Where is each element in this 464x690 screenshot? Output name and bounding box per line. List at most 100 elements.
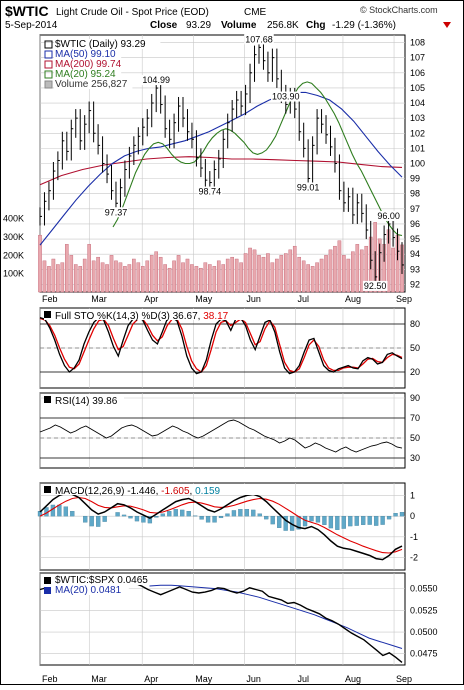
volume-bar (333, 246, 336, 292)
rsi-title-swatch (44, 396, 51, 403)
header-chg-label: Chg (306, 20, 325, 31)
y-tick-label: 0 (410, 511, 415, 521)
macd-histogram-bar (348, 516, 352, 526)
panels: 9293949596979899100101102103104105106107… (3, 34, 438, 684)
volume-bar (110, 255, 113, 292)
volume-bar (155, 252, 158, 292)
volume-bar (128, 265, 131, 293)
volume-tick-label: 100K (3, 269, 24, 279)
y-tick-label: 99 (410, 174, 420, 184)
header-close-label: Close (150, 20, 178, 31)
volume-bar (248, 248, 251, 292)
volume-bar (231, 257, 234, 292)
x-tick-label: Mar (91, 294, 107, 304)
volume-bar (293, 246, 296, 292)
volume-bar (83, 259, 86, 292)
macd-histogram-bar (322, 516, 326, 525)
y-tick-label: 30 (410, 453, 420, 463)
volume-bar (70, 255, 73, 292)
y-tick-label: -1 (410, 532, 418, 542)
macd-histogram-bar (206, 516, 210, 522)
volume-bar (222, 265, 225, 293)
x-tick-label: Apr (144, 294, 158, 304)
x-tick-label: Jul (298, 294, 310, 304)
price-annotation: 96.00 (377, 211, 400, 221)
header-chg-value: -1.29 (-1.36%) (332, 20, 396, 31)
rsi-title: RSI(14) 39.86 (55, 396, 118, 407)
x-tick-label: Sep (396, 294, 412, 304)
volume-bar (181, 263, 184, 292)
volume-tick-label: 200K (3, 250, 24, 260)
macd-histogram-bar (387, 516, 391, 519)
header-exchange: CME (244, 7, 267, 18)
macd-histogram-bar (238, 509, 242, 516)
volume-bar (271, 263, 274, 292)
macd-histogram-bar (57, 505, 61, 516)
volume-bar (43, 261, 46, 292)
volume-bar (96, 257, 99, 292)
volume-bar (360, 250, 363, 292)
header-date: 5-Sep-2014 (5, 20, 58, 31)
y-tick-label: 100 (410, 159, 425, 169)
macd-histogram-bar (374, 516, 378, 525)
macd-title: MACD(12,26,9) -1.446, -1.605, 0.159 (55, 486, 221, 497)
volume-bar (56, 265, 59, 293)
y-tick-label: 90 (410, 393, 420, 403)
macd-histogram-bar (129, 516, 133, 518)
volume-bar (190, 265, 193, 293)
x-tick-label: Apr (144, 674, 158, 684)
y-tick-label: 50 (410, 343, 420, 353)
volume-bar (307, 265, 310, 293)
y-tick-label: 103 (410, 113, 425, 123)
watermark: © StockCharts.com (360, 5, 438, 15)
volume-bar (52, 259, 55, 292)
volume-bar (329, 250, 332, 292)
header-volume-label: Volume (221, 20, 257, 31)
volume-bar (342, 255, 345, 292)
macd-histogram-bar (161, 514, 165, 516)
macd-histogram-bar (342, 516, 346, 528)
x-tick-label: Jun (246, 674, 261, 684)
macd-histogram-bar (83, 516, 87, 522)
macd-histogram-bar (245, 509, 249, 516)
y-tick-label: 0.0525 (410, 605, 438, 615)
volume-bar (137, 263, 140, 292)
x-tick-label: Jun (246, 294, 261, 304)
y-tick-label: 101 (410, 143, 425, 153)
macd-histogram-bar (361, 516, 365, 525)
volume-bar (311, 266, 314, 292)
macd-histogram-bar (122, 515, 126, 516)
price-annotation: 107.68 (245, 34, 273, 44)
macd-histogram-bar (264, 516, 268, 519)
volume-bar (235, 259, 238, 292)
y-tick-label: 106 (410, 68, 425, 78)
macd-histogram-bar (368, 516, 372, 524)
volume-bar (168, 268, 171, 292)
macd-histogram-bar (310, 516, 314, 521)
volume-bar (275, 259, 278, 292)
y-tick-label: 20 (410, 367, 420, 377)
ratio-legend-swatch (44, 577, 51, 584)
price-annotation: 99.01 (297, 182, 320, 192)
y-tick-label: 108 (410, 38, 425, 48)
x-tick-label: Aug (345, 294, 361, 304)
volume-bar (244, 254, 247, 293)
macd-histogram-bar (154, 516, 158, 517)
volume-bar (146, 261, 149, 292)
volume-bar (298, 257, 301, 292)
header-close-value: 93.29 (186, 20, 211, 31)
y-tick-label: 1 (410, 490, 415, 500)
y-tick-label: 0.0500 (410, 627, 438, 637)
macd-histogram-bar (167, 511, 171, 516)
y-tick-label: 105 (410, 83, 425, 93)
volume-bar (253, 250, 256, 292)
y-tick-label: 102 (410, 128, 425, 138)
volume-bar (351, 252, 354, 292)
y-tick-label: 97 (410, 204, 420, 214)
y-tick-label: 0.0550 (410, 584, 438, 594)
macd-title-swatch (44, 486, 51, 493)
macd-histogram-bar (200, 516, 204, 519)
volume-bar (101, 263, 104, 292)
header-description: Light Crude Oil - Spot Price (EOD) (56, 7, 209, 18)
